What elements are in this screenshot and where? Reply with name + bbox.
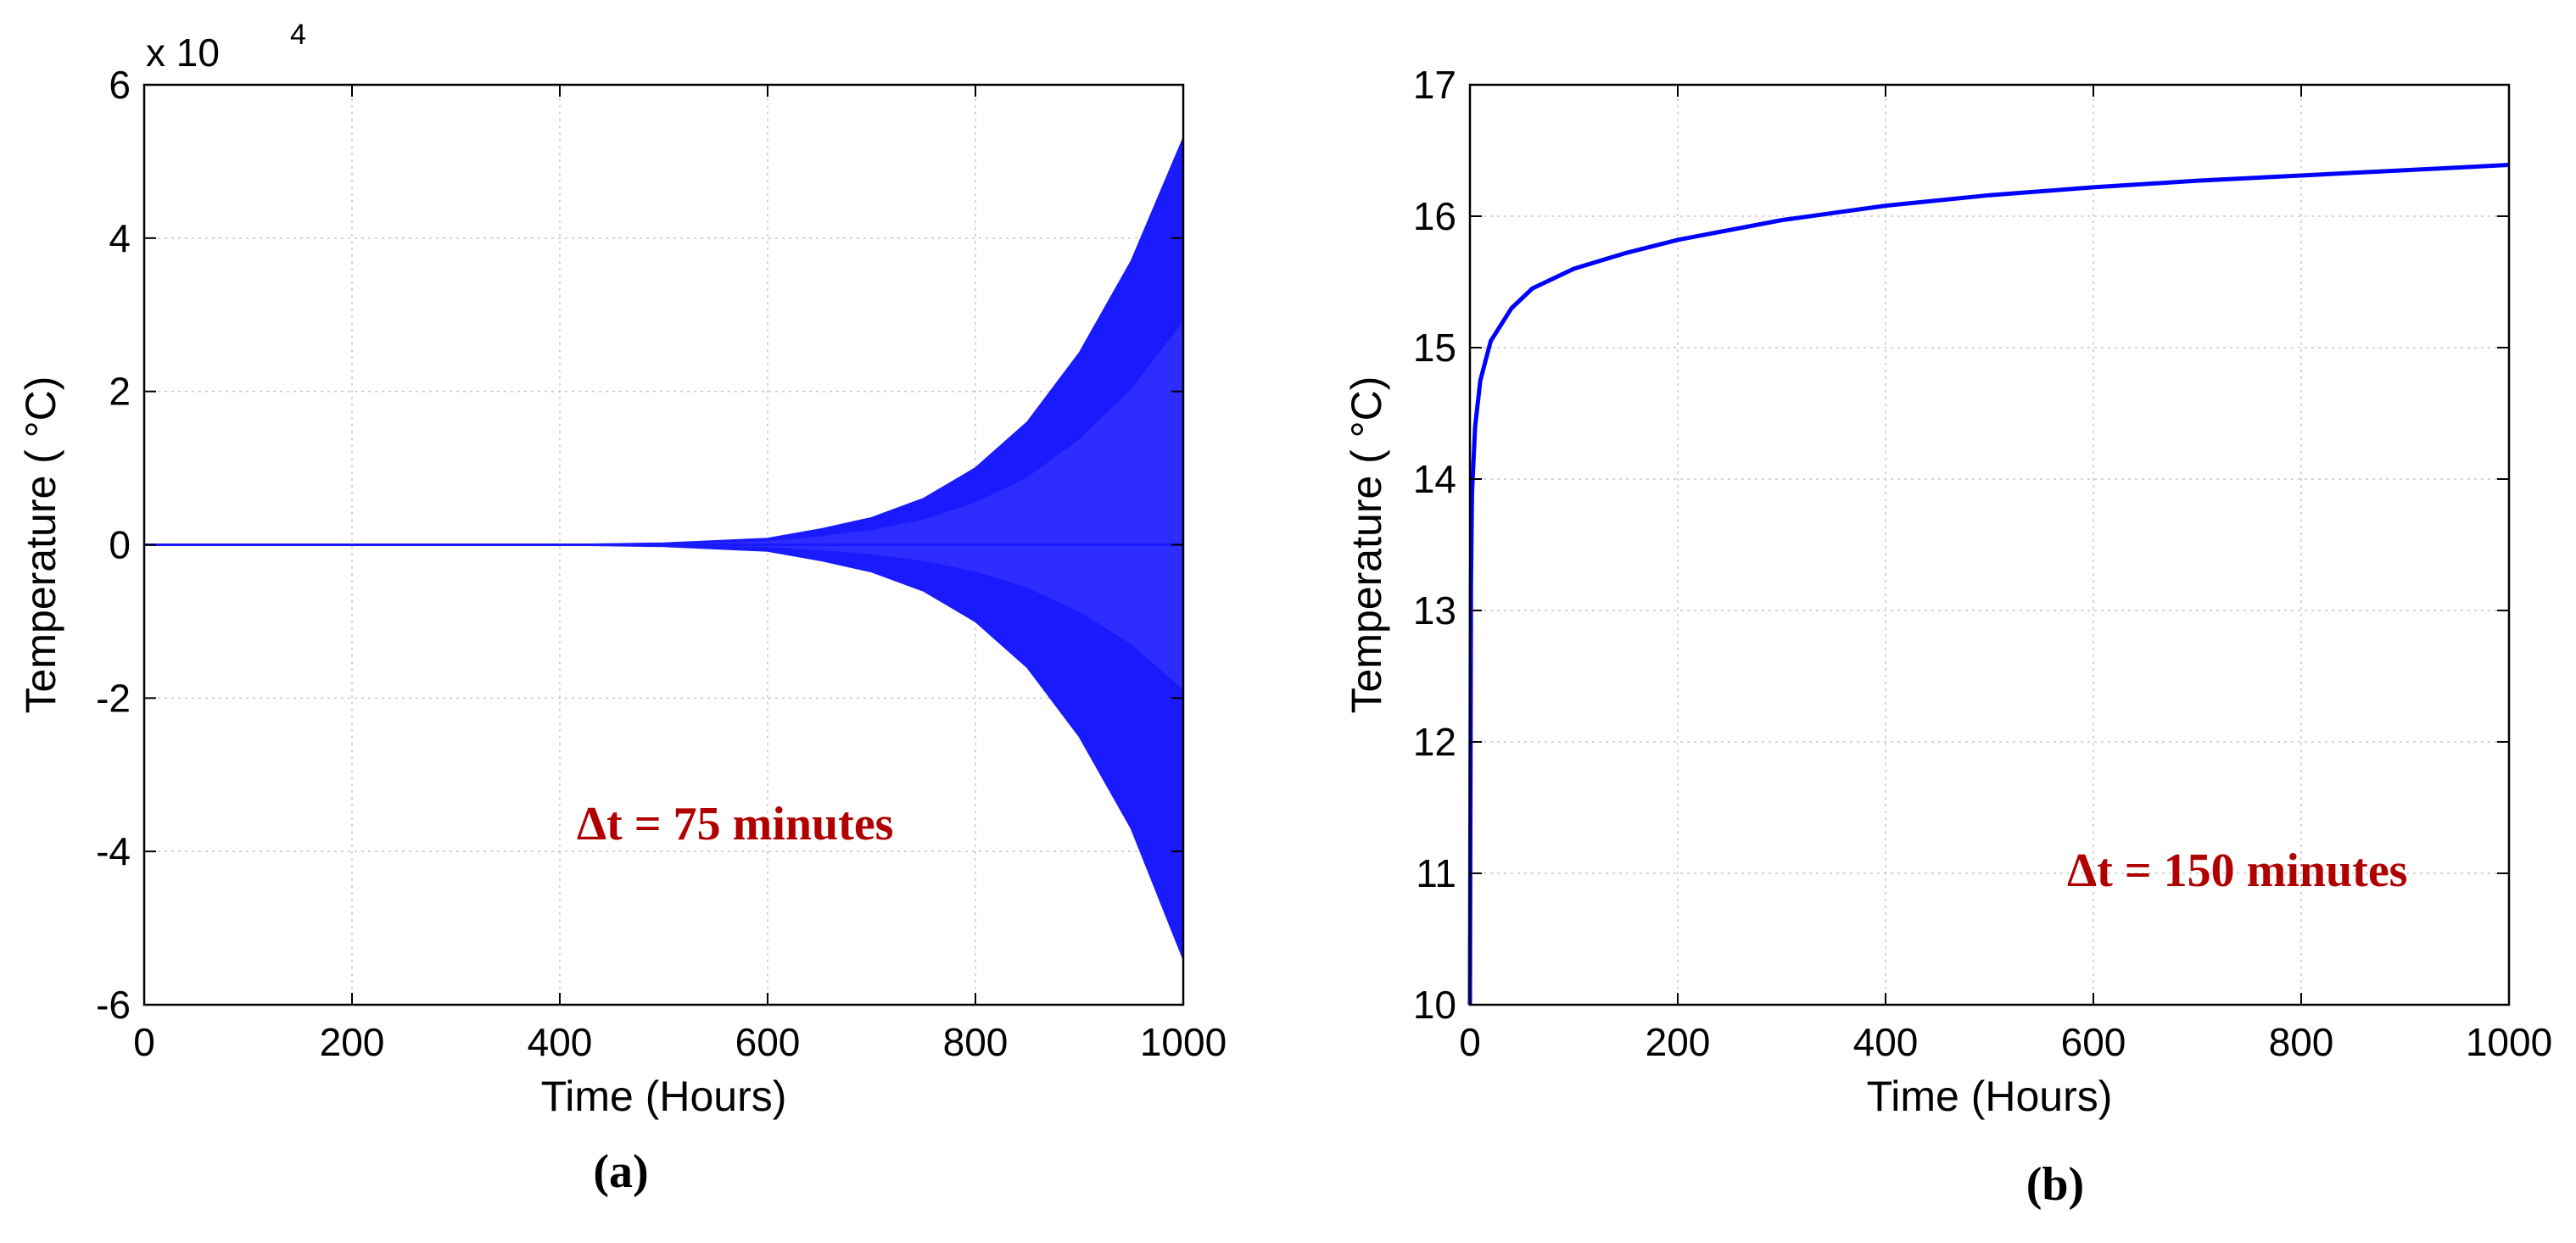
x-tick-label: 0 <box>1459 1020 1481 1064</box>
y-tick-label: 2 <box>109 370 131 414</box>
y-tick-label: 0 <box>109 523 131 567</box>
x-tick-label: 400 <box>1853 1020 1919 1064</box>
y-tick-label: 16 <box>1413 194 1456 238</box>
x-tick-label: 600 <box>2061 1020 2126 1064</box>
chart-panel-b: 0 200 400 600 800 1000 10 11 12 13 14 15 16 17 Time (H… <box>1343 63 2552 1211</box>
x-tick-label: 200 <box>320 1020 385 1064</box>
panel-caption: (a) <box>593 1145 648 1198</box>
y-tick-label: 6 <box>109 63 131 107</box>
y-axis-label: Temperature ( °C) <box>1343 376 1390 714</box>
y-tick-label: -4 <box>96 829 131 873</box>
y-tick-label: -6 <box>96 983 131 1027</box>
timestep-annotation: Δt = 150 minutes <box>2067 844 2407 897</box>
y-axis-label: Temperature ( °C) <box>17 376 64 714</box>
panel-caption: (b) <box>2026 1158 2084 1211</box>
x-tick-label: 200 <box>1646 1020 1711 1064</box>
y-tick-label: 4 <box>109 216 131 260</box>
y-tick-label: 17 <box>1413 63 1456 107</box>
y-tick-label: 11 <box>1416 851 1456 895</box>
x-tick-label: 0 <box>133 1020 155 1064</box>
x-axis-label: Time (Hours) <box>541 1073 787 1120</box>
x-tick-label: 400 <box>528 1020 593 1064</box>
y-tick-label: 13 <box>1413 588 1456 633</box>
x-axis-label: Time (Hours) <box>1867 1073 2113 1120</box>
y-tick-label: 10 <box>1413 983 1456 1027</box>
y-tick-label: 12 <box>1413 720 1456 764</box>
x-tick-label: 1000 <box>1140 1020 1227 1064</box>
plot-area <box>1470 85 2509 1005</box>
timestep-annotation: Δt = 75 minutes <box>577 798 893 850</box>
x-tick-label: 800 <box>2269 1020 2334 1064</box>
x-tick-label: 1000 <box>2466 1020 2552 1064</box>
series-line-0 <box>1467 163 2510 1006</box>
x-tick-label: 600 <box>735 1020 801 1064</box>
y-multiplier-exponent: 4 <box>290 19 306 51</box>
y-multiplier-label: x 10 <box>146 31 220 75</box>
y-tick-label: -2 <box>96 676 131 720</box>
y-tick-label: 14 <box>1413 457 1456 501</box>
x-tick-label: 800 <box>943 1020 1009 1064</box>
oscillation-inner-band <box>144 321 1183 690</box>
chart-panel-a: 0 200 400 600 800 1000 -6 -4 -2 0 2 4 6 Time (Hours) T… <box>17 19 1227 1198</box>
axes-box <box>1468 83 2511 1006</box>
y-tick-label: 15 <box>1413 326 1456 370</box>
